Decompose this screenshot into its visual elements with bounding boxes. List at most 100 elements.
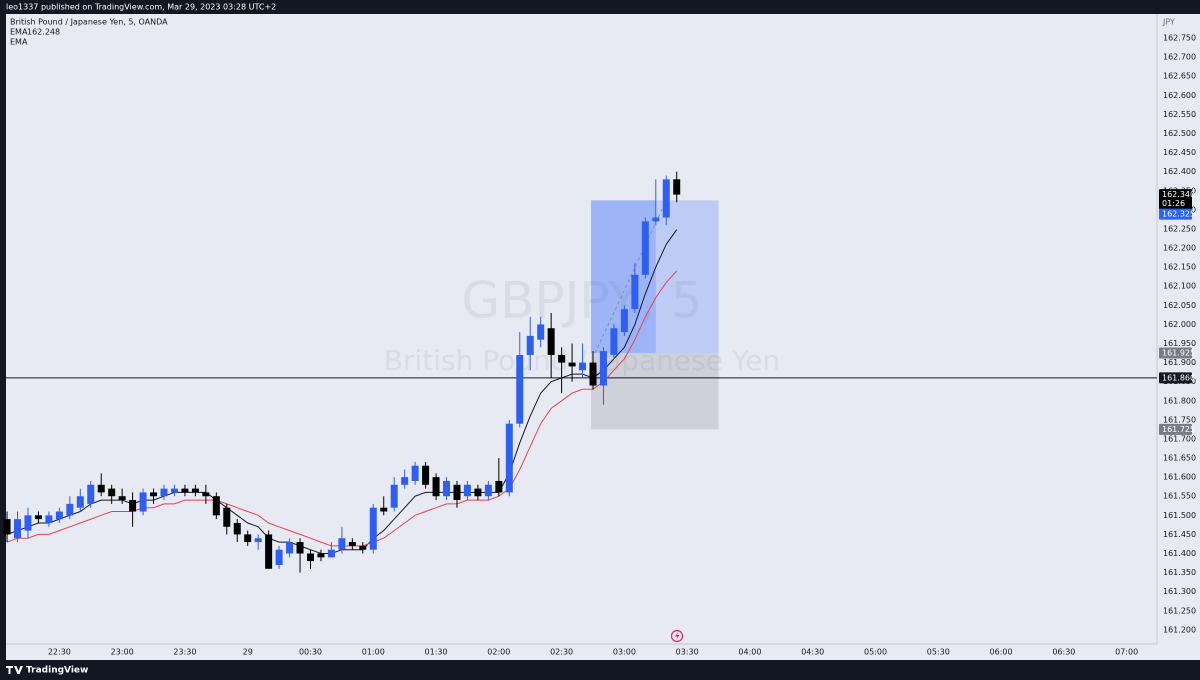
candle-body: [181, 488, 189, 493]
candle-body: [432, 477, 440, 497]
y-tick-label: 161.400: [1163, 549, 1196, 558]
candle: [87, 480, 95, 508]
x-tick-label: 07:00: [1115, 648, 1138, 657]
candle-body: [526, 335, 534, 355]
candle-body: [150, 492, 158, 497]
candle-body: [160, 488, 168, 497]
candle-body: [463, 484, 471, 497]
y-tick-label: 162.600: [1163, 91, 1196, 100]
x-tick-label: 04:00: [738, 648, 761, 657]
x-tick-label: 22:30: [48, 648, 71, 657]
candle-body: [275, 549, 283, 565]
y-tick-label: 161.550: [1163, 492, 1196, 501]
indicator-legend: EMA: [10, 38, 28, 47]
candle-body: [484, 484, 492, 497]
candle: [338, 526, 346, 554]
candle: [3, 511, 11, 543]
candle: [118, 488, 126, 504]
x-tick-label: 06:30: [1052, 648, 1075, 657]
candle-body: [24, 515, 32, 531]
candle-body: [401, 477, 409, 485]
candle: [631, 263, 639, 313]
price-label: 162.325: [1162, 210, 1195, 219]
candle: [348, 538, 356, 550]
candle-body: [453, 484, 461, 501]
candle: [526, 316, 534, 371]
price-label-box: [1159, 189, 1192, 210]
y-tick-label: 161.800: [1163, 396, 1196, 405]
watermark-symbol: GBPJPY, 5: [461, 272, 702, 330]
candle: [265, 530, 273, 569]
y-tick-label: 162.650: [1163, 72, 1196, 81]
event-icon[interactable]: [670, 629, 684, 643]
chart-background: [6, 14, 1200, 660]
candle: [244, 530, 252, 546]
candle: [652, 179, 660, 226]
x-tick-label: 05:00: [864, 648, 887, 657]
candle: [233, 519, 241, 543]
candle-body: [191, 488, 199, 493]
candle-body: [369, 507, 377, 550]
y-tick-label: 161.450: [1163, 530, 1196, 539]
price-label: 161.925: [1162, 349, 1195, 358]
candle-body: [641, 221, 649, 275]
candle-body: [327, 549, 335, 558]
y-tick-label: 161.600: [1163, 473, 1196, 482]
candle-body: [139, 492, 147, 512]
y-tick-label: 161.250: [1163, 606, 1196, 615]
event-bolt: [675, 632, 680, 640]
candle: [191, 484, 199, 497]
candle: [474, 484, 482, 501]
indicator-value: 162.248: [27, 28, 60, 37]
y-tick-label: 161.350: [1163, 568, 1196, 577]
y-tick-label: 161.950: [1163, 339, 1196, 348]
candle: [579, 343, 587, 378]
x-tick-label: 03:30: [676, 648, 699, 657]
candle-body: [254, 538, 262, 543]
price-label-box: [1159, 347, 1192, 359]
candle: [453, 480, 461, 508]
candle: [484, 480, 492, 501]
candle: [254, 534, 262, 550]
publish-header: leo1337 published on TradingView.com, Ma…: [6, 3, 276, 12]
candle-body: [620, 309, 628, 333]
candle: [673, 171, 681, 203]
y-tick-label: 162.750: [1163, 34, 1196, 43]
candle-body: [118, 496, 126, 501]
y-tick-label: 162.450: [1163, 148, 1196, 157]
x-tick-label: 23:30: [173, 648, 196, 657]
candle: [306, 549, 314, 569]
candle: [422, 461, 430, 489]
x-tick-label: 02:00: [487, 648, 510, 657]
y-tick-label: 161.300: [1163, 587, 1196, 596]
candle-body: [212, 496, 220, 516]
candle-body: [631, 274, 639, 310]
y-tick-label: 161.900: [1163, 358, 1196, 367]
candle: [359, 542, 367, 554]
x-tick-label: 00:30: [299, 648, 322, 657]
candle-body: [443, 480, 451, 497]
candle: [212, 492, 220, 520]
candle: [641, 217, 649, 279]
x-tick-label: 01:30: [425, 648, 448, 657]
candle-body: [170, 488, 178, 493]
candle: [463, 480, 471, 501]
event-marker[interactable]: [670, 629, 684, 643]
candle-body: [3, 519, 11, 535]
candle: [76, 488, 84, 512]
y-tick-label: 162.400: [1163, 167, 1196, 176]
candle-body: [338, 538, 346, 550]
y-tick-label: 162.050: [1163, 301, 1196, 310]
candle: [45, 511, 53, 527]
x-tick-label: 01:00: [362, 648, 385, 657]
symbol-legend: British Pound / Japanese Yen, 5, OANDA: [10, 18, 168, 27]
candle-body: [202, 492, 210, 497]
x-tick-label: 23:00: [111, 648, 134, 657]
candle-body: [265, 534, 273, 569]
candle-body: [359, 545, 367, 550]
y-tick-label: 162.250: [1163, 224, 1196, 233]
candle-body: [233, 522, 241, 535]
price-label: 161.725: [1162, 425, 1195, 434]
y-tick-label: 161.650: [1163, 454, 1196, 463]
candle: [275, 545, 283, 569]
